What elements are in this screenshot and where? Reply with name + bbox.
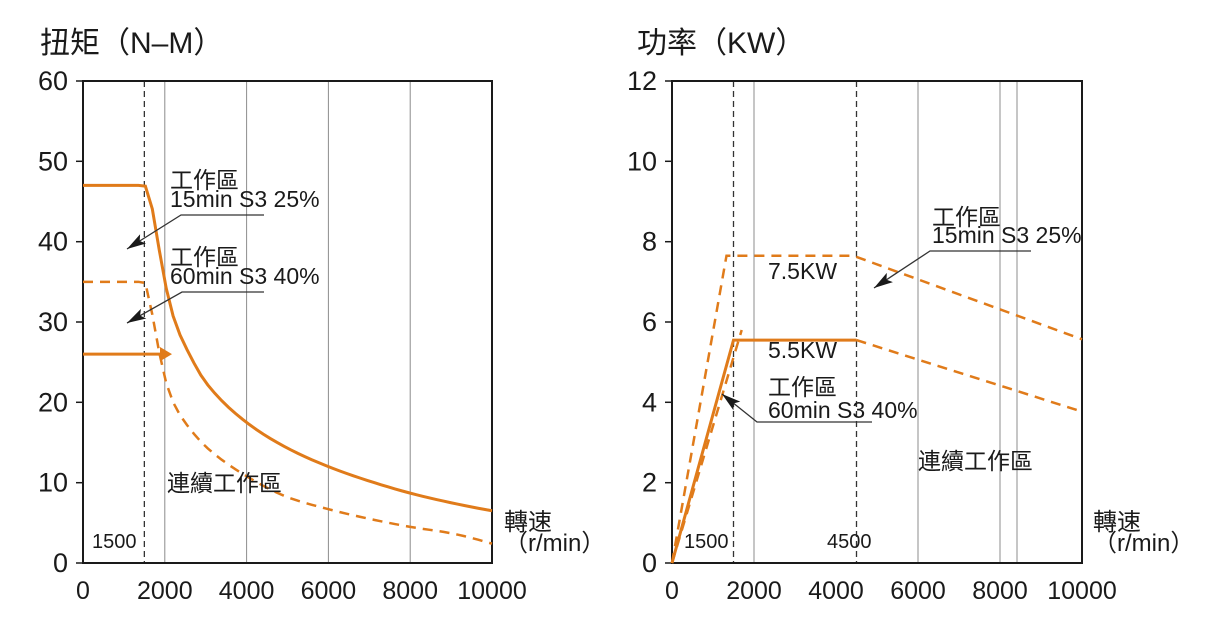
svg-text:4500: 4500: [827, 531, 872, 553]
svg-text:扭矩（N–M）: 扭矩（N–M）: [40, 27, 223, 60]
svg-text:60min S3 40%: 60min S3 40%: [170, 263, 320, 289]
svg-text:10: 10: [38, 468, 68, 498]
svg-text:連續工作區: 連續工作區: [918, 448, 1033, 474]
svg-text:10000: 10000: [1047, 577, 1117, 605]
svg-text:10000: 10000: [457, 577, 527, 605]
svg-text:1500: 1500: [684, 531, 729, 553]
svg-text:4000: 4000: [808, 577, 864, 605]
svg-text:5.5KW: 5.5KW: [768, 337, 837, 363]
svg-text:功率（KW）: 功率（KW）: [637, 27, 805, 60]
svg-text:2: 2: [642, 468, 657, 498]
svg-text:4000: 4000: [219, 577, 275, 605]
svg-text:20: 20: [38, 387, 68, 417]
svg-text:（r/min）: （r/min）: [504, 530, 605, 557]
svg-text:8000: 8000: [382, 577, 438, 605]
svg-text:7.5KW: 7.5KW: [768, 258, 837, 284]
svg-text:連續工作區: 連續工作區: [167, 470, 282, 496]
svg-text:30: 30: [38, 307, 68, 337]
svg-text:12: 12: [627, 66, 657, 96]
svg-text:40: 40: [38, 227, 68, 257]
svg-text:4: 4: [642, 387, 657, 417]
svg-text:0: 0: [76, 577, 90, 605]
svg-text:8000: 8000: [972, 577, 1028, 605]
svg-text:15min S3 25%: 15min S3 25%: [932, 222, 1082, 248]
svg-text:10: 10: [627, 146, 657, 176]
svg-text:6000: 6000: [890, 577, 946, 605]
svg-text:8: 8: [642, 227, 657, 257]
svg-text:15min S3 25%: 15min S3 25%: [170, 186, 320, 212]
svg-text:60: 60: [38, 66, 68, 96]
svg-text:（r/min）: （r/min）: [1093, 530, 1194, 557]
svg-text:1500: 1500: [92, 531, 137, 553]
svg-text:60min S3 40%: 60min S3 40%: [768, 397, 918, 423]
svg-text:0: 0: [665, 577, 679, 605]
svg-text:0: 0: [53, 548, 68, 578]
svg-text:0: 0: [642, 548, 657, 578]
svg-text:6000: 6000: [301, 577, 357, 605]
svg-text:6: 6: [642, 307, 657, 337]
svg-text:50: 50: [38, 146, 68, 176]
svg-text:2000: 2000: [137, 577, 193, 605]
svg-text:2000: 2000: [726, 577, 782, 605]
